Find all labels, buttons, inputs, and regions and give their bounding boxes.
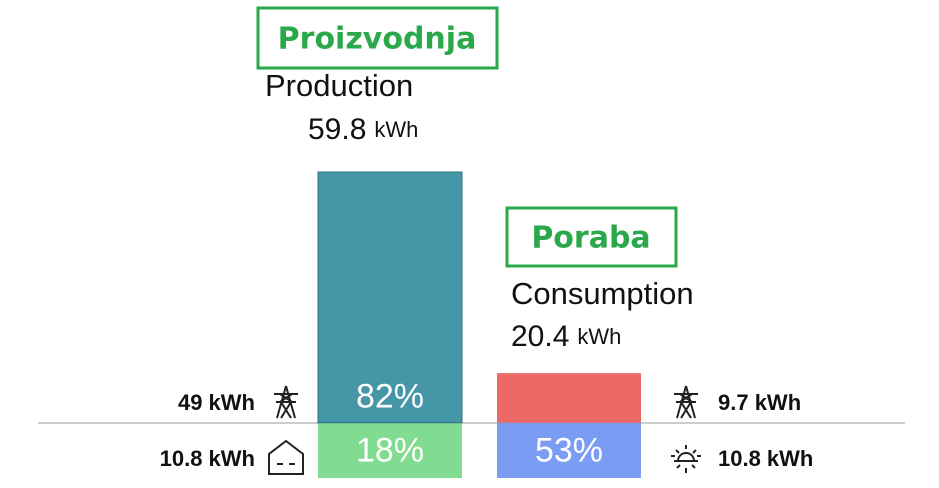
annotation-box	[505, 206, 678, 268]
bar-segment	[497, 373, 641, 423]
amount-label: 10.8 kWh	[160, 446, 255, 471]
consumption-title: Consumption	[511, 276, 694, 311]
consumption-annotation: Poraba	[531, 221, 650, 256]
production-value: 59.8	[308, 113, 366, 146]
consumption-unit: kWh	[577, 324, 621, 349]
production-annotation: Proizvodnja	[278, 22, 477, 57]
percent-label: 82%	[356, 378, 424, 416]
amount-label: 9.7 kWh	[718, 390, 801, 415]
amount-label: 49 kWh	[178, 390, 255, 415]
grid-icon	[274, 385, 298, 419]
production-title: Production	[265, 68, 413, 103]
bar-segment	[317, 171, 463, 424]
sun-icon	[671, 445, 701, 473]
production-unit: kWh	[374, 117, 418, 142]
amount-label: 10.8 kWh	[718, 446, 813, 471]
percent-label: 18%	[356, 431, 424, 469]
consumption-value: 20.4	[511, 320, 569, 353]
percent-label: 53%	[535, 431, 603, 469]
grid-icon	[674, 385, 698, 419]
home-icon	[268, 439, 304, 475]
annotation-box	[256, 6, 499, 70]
bar-segment	[318, 422, 462, 478]
bar-segment	[497, 422, 641, 478]
consumption-total: 20.4 kWh	[511, 320, 621, 353]
production-total: 59.8 kWh	[308, 113, 418, 146]
